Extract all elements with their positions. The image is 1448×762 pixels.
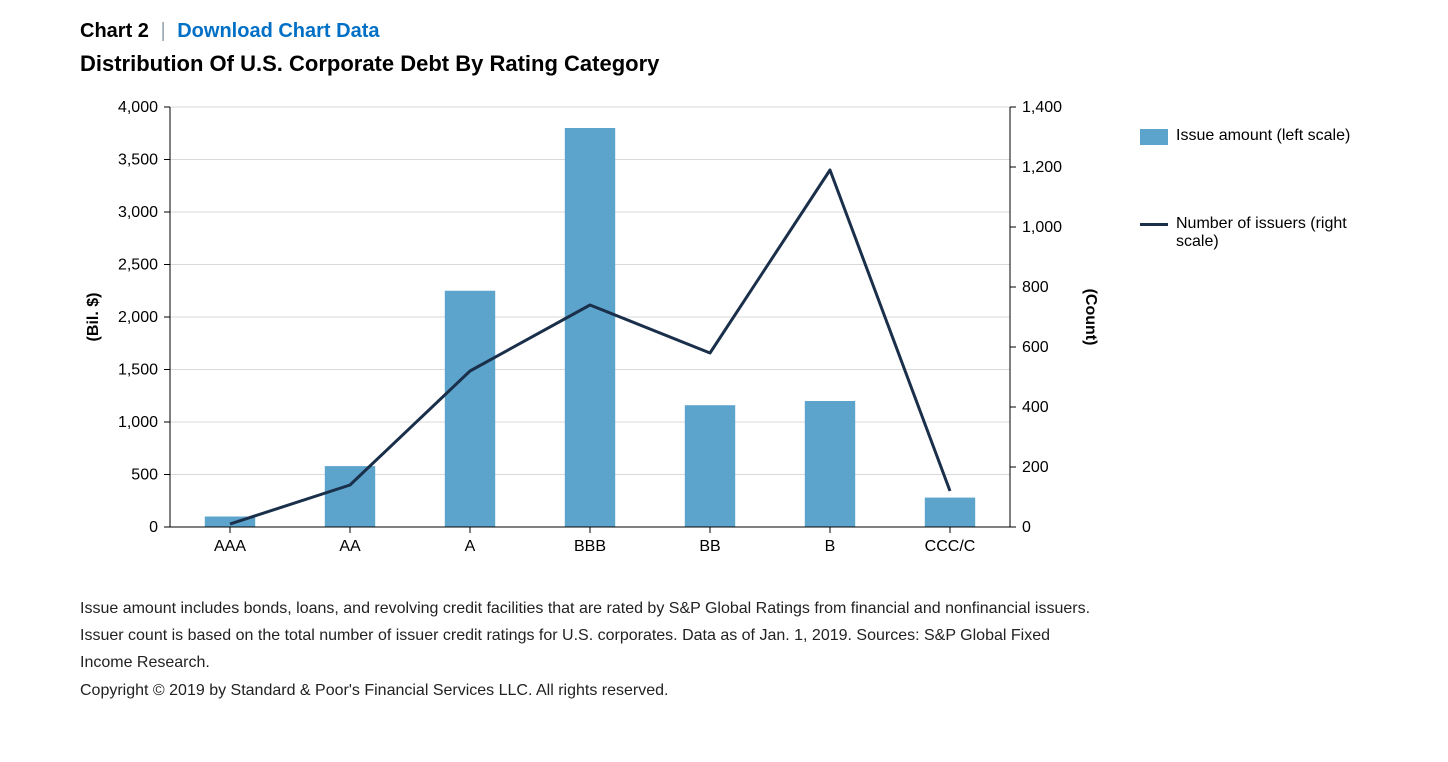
left-axis-label: (Bil. $) [85,293,102,342]
bar [925,498,975,527]
chart-zone: 0 500 1,000 1,500 2,000 2,500 3,000 3,500 4,000 0… [80,97,1408,577]
left-tick-label: 500 [131,467,158,484]
legend-line-label: Number of issuers (right scale) [1176,215,1360,251]
bar [325,466,375,527]
x-tick-label: BBB [574,538,606,555]
header-separator: | [160,20,165,42]
right-tick-label: 200 [1022,459,1049,476]
chart-number-label: Chart 2 [80,20,149,42]
left-tick-label: 1,500 [118,362,158,379]
left-tick-label: 2,500 [118,257,158,274]
bar [685,405,735,527]
bar [565,128,615,527]
chart-header: Chart 2 | Download Chart Data [80,20,1408,43]
chart-title: Distribution Of U.S. Corporate Debt By R… [80,51,1408,77]
left-tick-label: 3,000 [118,204,158,221]
right-tick-label: 600 [1022,339,1049,356]
legend-line-swatch [1140,223,1168,226]
x-tick-label: AA [339,538,361,555]
x-tick-label: B [825,538,836,555]
left-tick-label: 1,000 [118,414,158,431]
chart-copyright: Copyright © 2019 by Standard & Poor's Fi… [80,677,1100,704]
chart-footnote: Issue amount includes bonds, loans, and … [80,595,1100,677]
x-tick-label: CCC/C [925,538,976,555]
right-tick-label: 1,400 [1022,99,1062,116]
left-tick-label: 3,500 [118,152,158,169]
bar [445,291,495,527]
left-tick-label: 2,000 [118,309,158,326]
chart-svg: 0 500 1,000 1,500 2,000 2,500 3,000 3,500 4,000 0… [80,97,1100,577]
right-tick-label: 1,200 [1022,159,1062,176]
x-tick-label: AAA [214,538,246,555]
left-tick-label: 0 [149,519,158,536]
chart-container: Chart 2 | Download Chart Data Distributi… [0,0,1448,762]
legend-item-bar: Issue amount (left scale) [1140,127,1360,145]
x-tick-label: BB [699,538,720,555]
left-tick-label: 4,000 [118,99,158,116]
legend-bar-label: Issue amount (left scale) [1176,127,1350,145]
legend-item-line: Number of issuers (right scale) [1140,215,1360,251]
download-chart-data-link[interactable]: Download Chart Data [177,20,379,42]
legend-bar-swatch [1140,129,1168,145]
right-axis-label: (Count) [1082,289,1099,346]
x-tick-label: A [465,538,476,555]
bar [805,401,855,527]
right-tick-label: 0 [1022,519,1031,536]
right-tick-label: 800 [1022,279,1049,296]
right-tick-label: 400 [1022,399,1049,416]
right-tick-label: 1,000 [1022,219,1062,236]
legend: Issue amount (left scale) Number of issu… [1140,127,1360,321]
